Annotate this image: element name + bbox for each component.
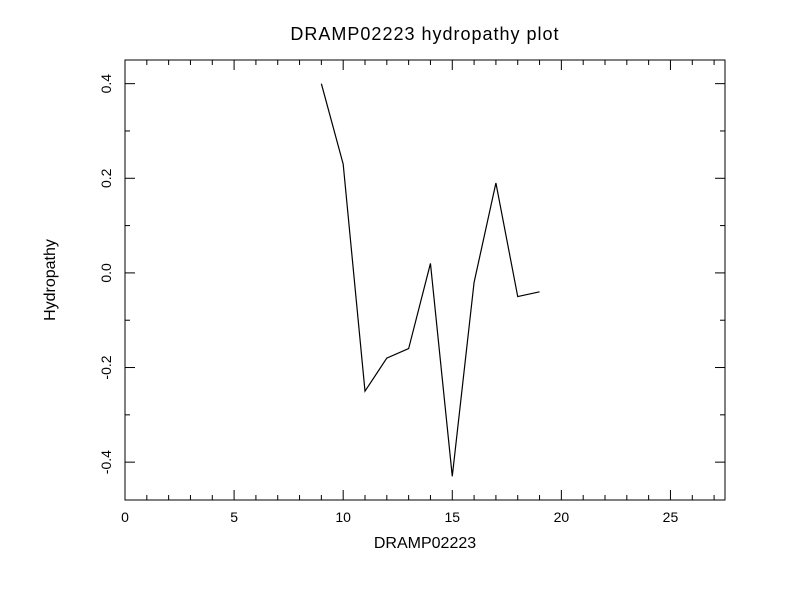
x-tick-label: 10: [335, 509, 351, 525]
chart-title: DRAMP02223 hydropathy plot: [290, 24, 559, 44]
y-tick-label: -0.2: [98, 355, 114, 379]
y-tick-label: -0.4: [98, 450, 114, 474]
x-tick-label: 25: [663, 509, 679, 525]
chart-background: [0, 0, 800, 600]
x-axis-label: DRAMP02223: [374, 535, 476, 552]
x-tick-label: 20: [554, 509, 570, 525]
x-tick-label: 5: [230, 509, 238, 525]
x-tick-label: 15: [444, 509, 460, 525]
y-tick-label: 0.4: [98, 74, 114, 94]
y-axis-label: Hydropathy: [42, 239, 59, 321]
y-tick-label: 0.0: [98, 263, 114, 283]
x-tick-label: 0: [121, 509, 129, 525]
y-tick-label: 0.2: [98, 168, 114, 188]
hydropathy-plot: 0 5 10 15 20 25 -0.4 -0.2 0.0 0.2 0.4 DRAMP02223 hy…: [0, 0, 800, 600]
